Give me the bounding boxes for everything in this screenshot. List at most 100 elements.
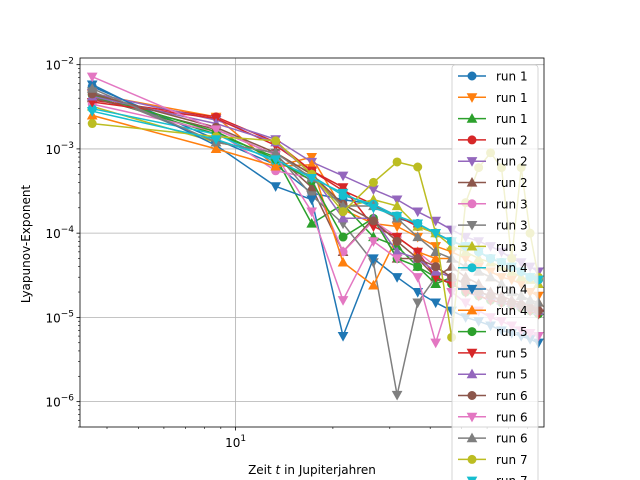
axis-ticks: 101 10−6 10−5 10−4 10−3 10−2 (45, 57, 528, 450)
y-tick-label: 10−5 (45, 309, 74, 325)
data-point (368, 237, 379, 247)
data-point (306, 207, 318, 218)
legend-entry: run 7 (458, 474, 528, 480)
legend-label: run 1 (496, 70, 528, 84)
data-point (368, 279, 379, 290)
data-point (368, 216, 378, 226)
data-point (210, 143, 222, 154)
legend-marker (467, 199, 477, 209)
data-point (337, 331, 349, 342)
legend-entry: run 6 (458, 389, 528, 403)
legend-label: run 6 (496, 389, 528, 403)
legend-entry: run 4 (458, 283, 528, 297)
data-point (270, 160, 281, 171)
data-point (368, 254, 379, 265)
data-point (337, 212, 349, 223)
legend-entry: run 1 (458, 70, 528, 84)
legend-label: run 6 (496, 410, 528, 424)
data-point (431, 262, 441, 272)
y-tick-label: 10−6 (45, 394, 74, 410)
data-point (338, 207, 348, 217)
x-tick-label: 101 (225, 434, 246, 450)
data-point (412, 219, 424, 230)
legend-label: run 2 (496, 133, 528, 147)
data-point (430, 252, 442, 263)
legend-entry: run 1 (458, 112, 528, 126)
legend-label: run 2 (496, 176, 528, 190)
legend-marker (466, 412, 478, 423)
data-point (306, 195, 318, 206)
data-point (430, 298, 442, 309)
data-point (270, 182, 281, 192)
data-point (337, 183, 349, 193)
data-point (338, 232, 348, 242)
data-point (392, 236, 402, 246)
legend-marker (466, 93, 478, 103)
data-point (412, 247, 424, 258)
legend-entry: run 5 (458, 368, 528, 382)
legend-label: run 7 (496, 453, 528, 467)
legend-marker (466, 240, 478, 251)
legend-label: run 5 (496, 325, 528, 339)
data-point (391, 222, 403, 233)
data-point (270, 155, 281, 165)
data-point (430, 278, 442, 288)
legend-label: run 1 (496, 91, 528, 105)
data-point (306, 218, 318, 228)
legend-entry: run 6 (458, 410, 528, 424)
legend-entry: run 4 (458, 261, 528, 275)
data-point (86, 83, 98, 93)
legend-entry: run 3 (458, 240, 528, 254)
data-point (210, 135, 222, 145)
data-point (412, 273, 424, 283)
legend-label: run 4 (496, 283, 528, 297)
data-point (412, 207, 424, 218)
data-point (430, 229, 442, 239)
legend-marker (467, 135, 477, 145)
y-tick-label: 10−2 (45, 57, 74, 73)
legend-label: run 7 (496, 474, 528, 480)
legend-label: run 3 (496, 240, 528, 254)
data-point (430, 216, 442, 227)
legend-entry: run 6 (458, 432, 528, 446)
data-point (368, 177, 378, 187)
legend-marker (466, 221, 478, 231)
data-point (391, 390, 403, 401)
legend-marker (466, 284, 478, 295)
data-point (391, 211, 403, 222)
legend-entry: run 5 (458, 346, 528, 360)
legend-marker (466, 304, 478, 315)
x-axis-label: Zeit t in Jupiterjahren (248, 463, 376, 477)
data-point (368, 203, 379, 214)
plot-frame (79, 57, 545, 428)
data-point (391, 195, 403, 206)
legend-label: run 1 (496, 112, 528, 126)
data-point (271, 136, 281, 146)
legend-label: run 5 (496, 346, 528, 360)
data-point (391, 254, 403, 265)
data-point (412, 298, 424, 309)
data-point (413, 262, 423, 272)
legend-marker (466, 176, 478, 187)
data-point (412, 287, 424, 298)
legend-label: run 2 (496, 155, 528, 169)
data-point (306, 174, 318, 184)
data-point (412, 231, 424, 242)
legend-entry: run 2 (458, 176, 528, 190)
legend-marker (467, 454, 477, 464)
data-point (87, 119, 97, 129)
data-point (430, 338, 442, 349)
data-point (337, 188, 349, 199)
legend-entry: run 3 (458, 219, 528, 233)
legend-label: run 3 (496, 219, 528, 233)
legend-entry: run 2 (458, 155, 528, 169)
data-point (306, 152, 318, 163)
legend-label: run 4 (496, 261, 528, 275)
legend-marker (466, 368, 478, 379)
legend-marker (466, 432, 478, 443)
data-point (391, 200, 403, 211)
data-point (337, 171, 349, 182)
legend-label: run 6 (496, 432, 528, 446)
data-point (306, 181, 318, 192)
